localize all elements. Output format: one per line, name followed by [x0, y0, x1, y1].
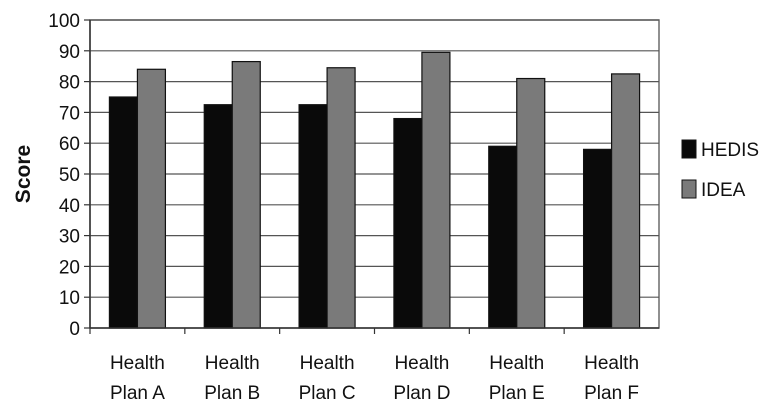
x-category-label: Health	[394, 353, 449, 374]
y-tick-label: 70	[59, 103, 80, 124]
x-category-label: Plan F	[584, 383, 639, 404]
gridlines	[84, 19, 659, 329]
axes	[89, 20, 659, 334]
x-category-label: Health	[205, 353, 260, 374]
y-tick-label: 30	[59, 227, 80, 248]
x-category-label: Plan A	[110, 383, 165, 404]
bar-hedis-3	[298, 104, 328, 329]
x-category-label: Health	[584, 353, 639, 374]
y-tick-label: 0	[69, 319, 80, 340]
x-category-label: Health	[300, 353, 355, 374]
x-category-labels: Health Plan A Health Plan B Health Plan C Heal…	[110, 353, 639, 404]
bar-hedis-5	[488, 145, 518, 329]
y-tick-label: 40	[59, 196, 80, 217]
y-axis-title: Score	[12, 145, 35, 203]
bar-idea-2	[231, 60, 261, 329]
x-category-label: Plan B	[204, 383, 260, 404]
bar-idea-6	[610, 73, 641, 329]
x-category-label: Plan D	[393, 383, 450, 404]
x-category-label: Health	[489, 353, 544, 374]
x-category-label: Plan C	[299, 383, 356, 404]
bar-idea-3	[326, 67, 356, 329]
y-tick-label: 10	[59, 288, 80, 309]
bar-hedis-4	[393, 117, 423, 329]
y-tick-label: 60	[59, 134, 80, 155]
y-tick-label: 20	[59, 257, 80, 278]
bar-idea-1	[136, 68, 167, 329]
y-tick-label: 80	[59, 73, 80, 94]
bar-hedis-1	[108, 96, 139, 329]
bar-hedis-6	[582, 148, 613, 329]
legend-swatch-hedis	[681, 139, 697, 159]
legend-label-idea: IDEA	[701, 180, 746, 201]
y-tick-label: 50	[59, 165, 80, 186]
bars	[108, 51, 641, 329]
legend: HEDIS IDEA	[681, 139, 759, 201]
bar-idea-5	[516, 77, 546, 329]
y-tick-label: 100	[48, 11, 80, 32]
y-tick-labels: 0 10 20 30 40 50 60 70 80 90 100	[48, 11, 80, 340]
bar-idea-4	[421, 51, 451, 329]
bar-hedis-2	[203, 104, 233, 329]
x-category-label: Health	[110, 353, 165, 374]
x-category-label: Plan E	[489, 383, 545, 404]
legend-swatch-idea	[681, 179, 697, 199]
y-tick-label: 90	[59, 42, 80, 63]
legend-label-hedis: HEDIS	[701, 140, 759, 161]
